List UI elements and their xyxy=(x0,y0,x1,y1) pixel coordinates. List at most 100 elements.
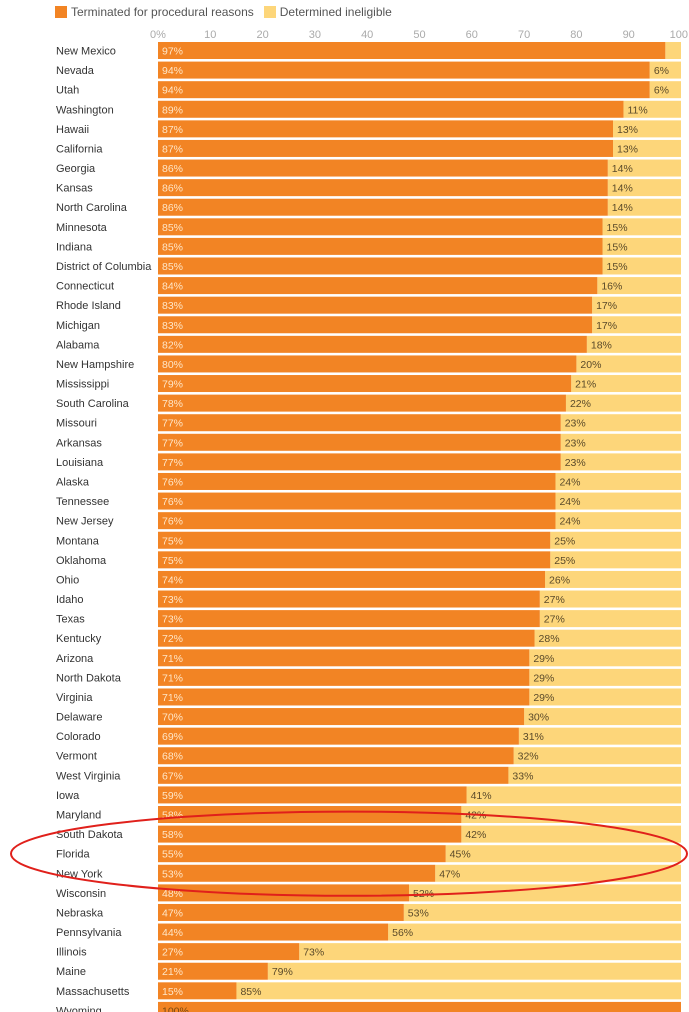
data-label-procedural: 69% xyxy=(162,731,183,743)
data-label-procedural: 100% xyxy=(162,1005,189,1012)
data-label-procedural: 73% xyxy=(162,614,183,626)
bar-segment-procedural xyxy=(158,81,650,99)
category-label: Connecticut xyxy=(56,281,114,293)
category-label: New Mexico xyxy=(56,46,116,58)
data-label-procedural: 83% xyxy=(162,320,183,332)
legend-label-procedural: Terminated for procedural reasons xyxy=(71,5,254,19)
data-label-procedural: 27% xyxy=(162,947,183,959)
bar-row: Kentucky 72% 28% xyxy=(56,629,681,647)
bar-segment-procedural xyxy=(158,179,608,197)
x-tick-label: 30 xyxy=(309,29,321,41)
category-label: Maryland xyxy=(56,810,101,822)
bar-segment-procedural xyxy=(158,903,404,921)
data-label-ineligible: 23% xyxy=(565,457,586,469)
data-label-procedural: 48% xyxy=(162,888,183,900)
category-label: Kansas xyxy=(56,183,93,195)
legend-item-ineligible: Determined ineligible xyxy=(263,5,392,19)
x-tick-label: 90 xyxy=(623,29,635,41)
data-label-ineligible: 33% xyxy=(512,770,533,782)
bar-segment-procedural xyxy=(158,668,530,686)
bar-segment-ineligible xyxy=(571,375,681,393)
data-label-ineligible: 15% xyxy=(607,222,628,234)
data-label-ineligible: 13% xyxy=(617,124,638,136)
data-label-procedural: 84% xyxy=(162,281,183,293)
data-label-ineligible: 17% xyxy=(596,320,617,332)
bar-row: Pennsylvania 44% 56% xyxy=(56,923,681,941)
bar-segment-procedural xyxy=(158,649,530,667)
category-label: California xyxy=(56,143,103,155)
data-label-procedural: 82% xyxy=(162,339,183,351)
category-label: Delaware xyxy=(56,712,102,724)
data-label-procedural: 71% xyxy=(162,692,183,704)
x-tick-label: 60 xyxy=(466,29,478,41)
bar-row: Illinois 27% 73% xyxy=(56,943,681,961)
data-label-procedural: 94% xyxy=(162,65,183,77)
x-tick-label: 50 xyxy=(413,29,425,41)
data-label-ineligible: 27% xyxy=(544,594,565,606)
bar-segment-ineligible xyxy=(649,81,681,99)
data-label-procedural: 75% xyxy=(162,555,183,567)
data-label-procedural: 80% xyxy=(162,359,183,371)
bar-segment-procedural xyxy=(158,198,608,216)
bar-segment-ineligible xyxy=(403,903,681,921)
bar-segment-ineligible xyxy=(555,492,681,510)
data-label-procedural: 77% xyxy=(162,418,183,430)
data-label-procedural: 87% xyxy=(162,143,183,155)
bar-row: Nebraska 47% 53% xyxy=(56,903,681,921)
data-label-procedural: 59% xyxy=(162,790,183,802)
bar-segment-ineligible xyxy=(597,277,681,295)
bar-segment-procedural xyxy=(158,277,598,295)
category-label: Missouri xyxy=(56,418,97,430)
bar-segment-ineligible xyxy=(508,766,681,784)
bar-segment-procedural xyxy=(158,610,540,628)
data-label-ineligible: 29% xyxy=(533,692,554,704)
bar-segment-ineligible xyxy=(529,688,681,706)
bar-row: North Carolina 86% 14% xyxy=(56,198,681,216)
category-label: Michigan xyxy=(56,320,100,332)
data-label-procedural: 53% xyxy=(162,868,183,880)
data-label-ineligible: 42% xyxy=(465,810,486,822)
category-label: Louisiana xyxy=(56,457,104,469)
bar-row: New York 53% 47% xyxy=(56,864,681,882)
bar-row: Louisiana 77% 23% xyxy=(56,453,681,471)
bar-row: Nevada 94% 6% xyxy=(56,61,681,79)
data-label-procedural: 72% xyxy=(162,633,183,645)
category-label: Mississippi xyxy=(56,379,109,391)
data-label-ineligible: 47% xyxy=(439,868,460,880)
category-label: Hawaii xyxy=(56,124,89,136)
data-label-procedural: 77% xyxy=(162,437,183,449)
category-label: Maine xyxy=(56,966,86,978)
bar-row: Maryland 58% 42% xyxy=(56,806,681,824)
bar-segment-ineligible xyxy=(560,414,681,432)
data-label-ineligible: 24% xyxy=(559,476,580,488)
category-label: Nebraska xyxy=(56,907,104,919)
bar-segment-ineligible xyxy=(539,590,681,608)
bar-segment-procedural xyxy=(158,316,593,334)
bar-segment-procedural xyxy=(158,531,551,549)
data-label-procedural: 86% xyxy=(162,183,183,195)
category-label: Tennessee xyxy=(56,496,109,508)
x-tick-label: 0% xyxy=(150,29,166,41)
bar-segment-ineligible xyxy=(576,355,681,373)
bar-row: Hawaii 87% 13% xyxy=(56,120,681,138)
bar-segment-procedural xyxy=(158,100,624,118)
data-label-ineligible: 31% xyxy=(523,731,544,743)
bar-row: Kansas 86% 14% xyxy=(56,179,681,197)
bar-segment-procedural xyxy=(158,806,462,824)
category-label: Minnesota xyxy=(56,222,108,234)
category-label: New Hampshire xyxy=(56,359,134,371)
data-label-procedural: 58% xyxy=(162,810,183,822)
data-label-ineligible: 15% xyxy=(607,261,628,273)
bar-segment-ineligible xyxy=(560,453,681,471)
category-label: Ohio xyxy=(56,574,79,586)
data-label-ineligible: 52% xyxy=(413,888,434,900)
bar-segment-procedural xyxy=(158,825,462,843)
bar-segment-ineligible xyxy=(267,962,681,980)
category-label: Nevada xyxy=(56,65,95,77)
category-label: New Jersey xyxy=(56,516,114,528)
bar-row: South Dakota 58% 42% xyxy=(56,825,681,843)
bar-segment-procedural xyxy=(158,492,556,510)
data-label-procedural: 89% xyxy=(162,104,183,116)
bar-segment-ineligible xyxy=(513,747,681,765)
data-label-procedural: 76% xyxy=(162,476,183,488)
